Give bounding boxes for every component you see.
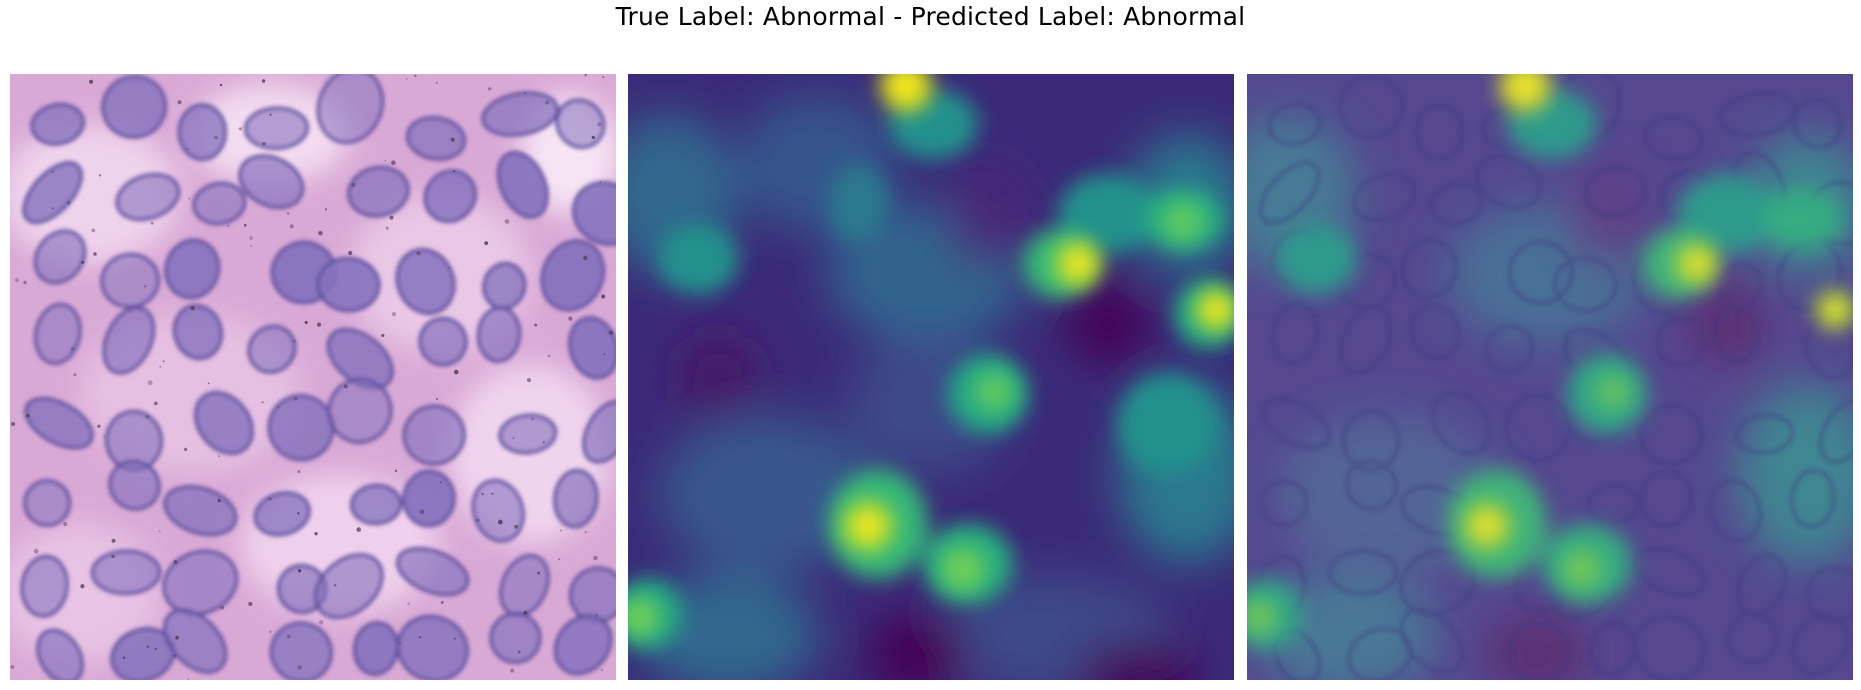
heatmap-overlay-image [1247,74,1853,680]
figure-title: True Label: Abnormal - Predicted Label: … [615,2,1246,31]
histology-image [10,74,616,680]
attention-heatmap [628,74,1234,680]
